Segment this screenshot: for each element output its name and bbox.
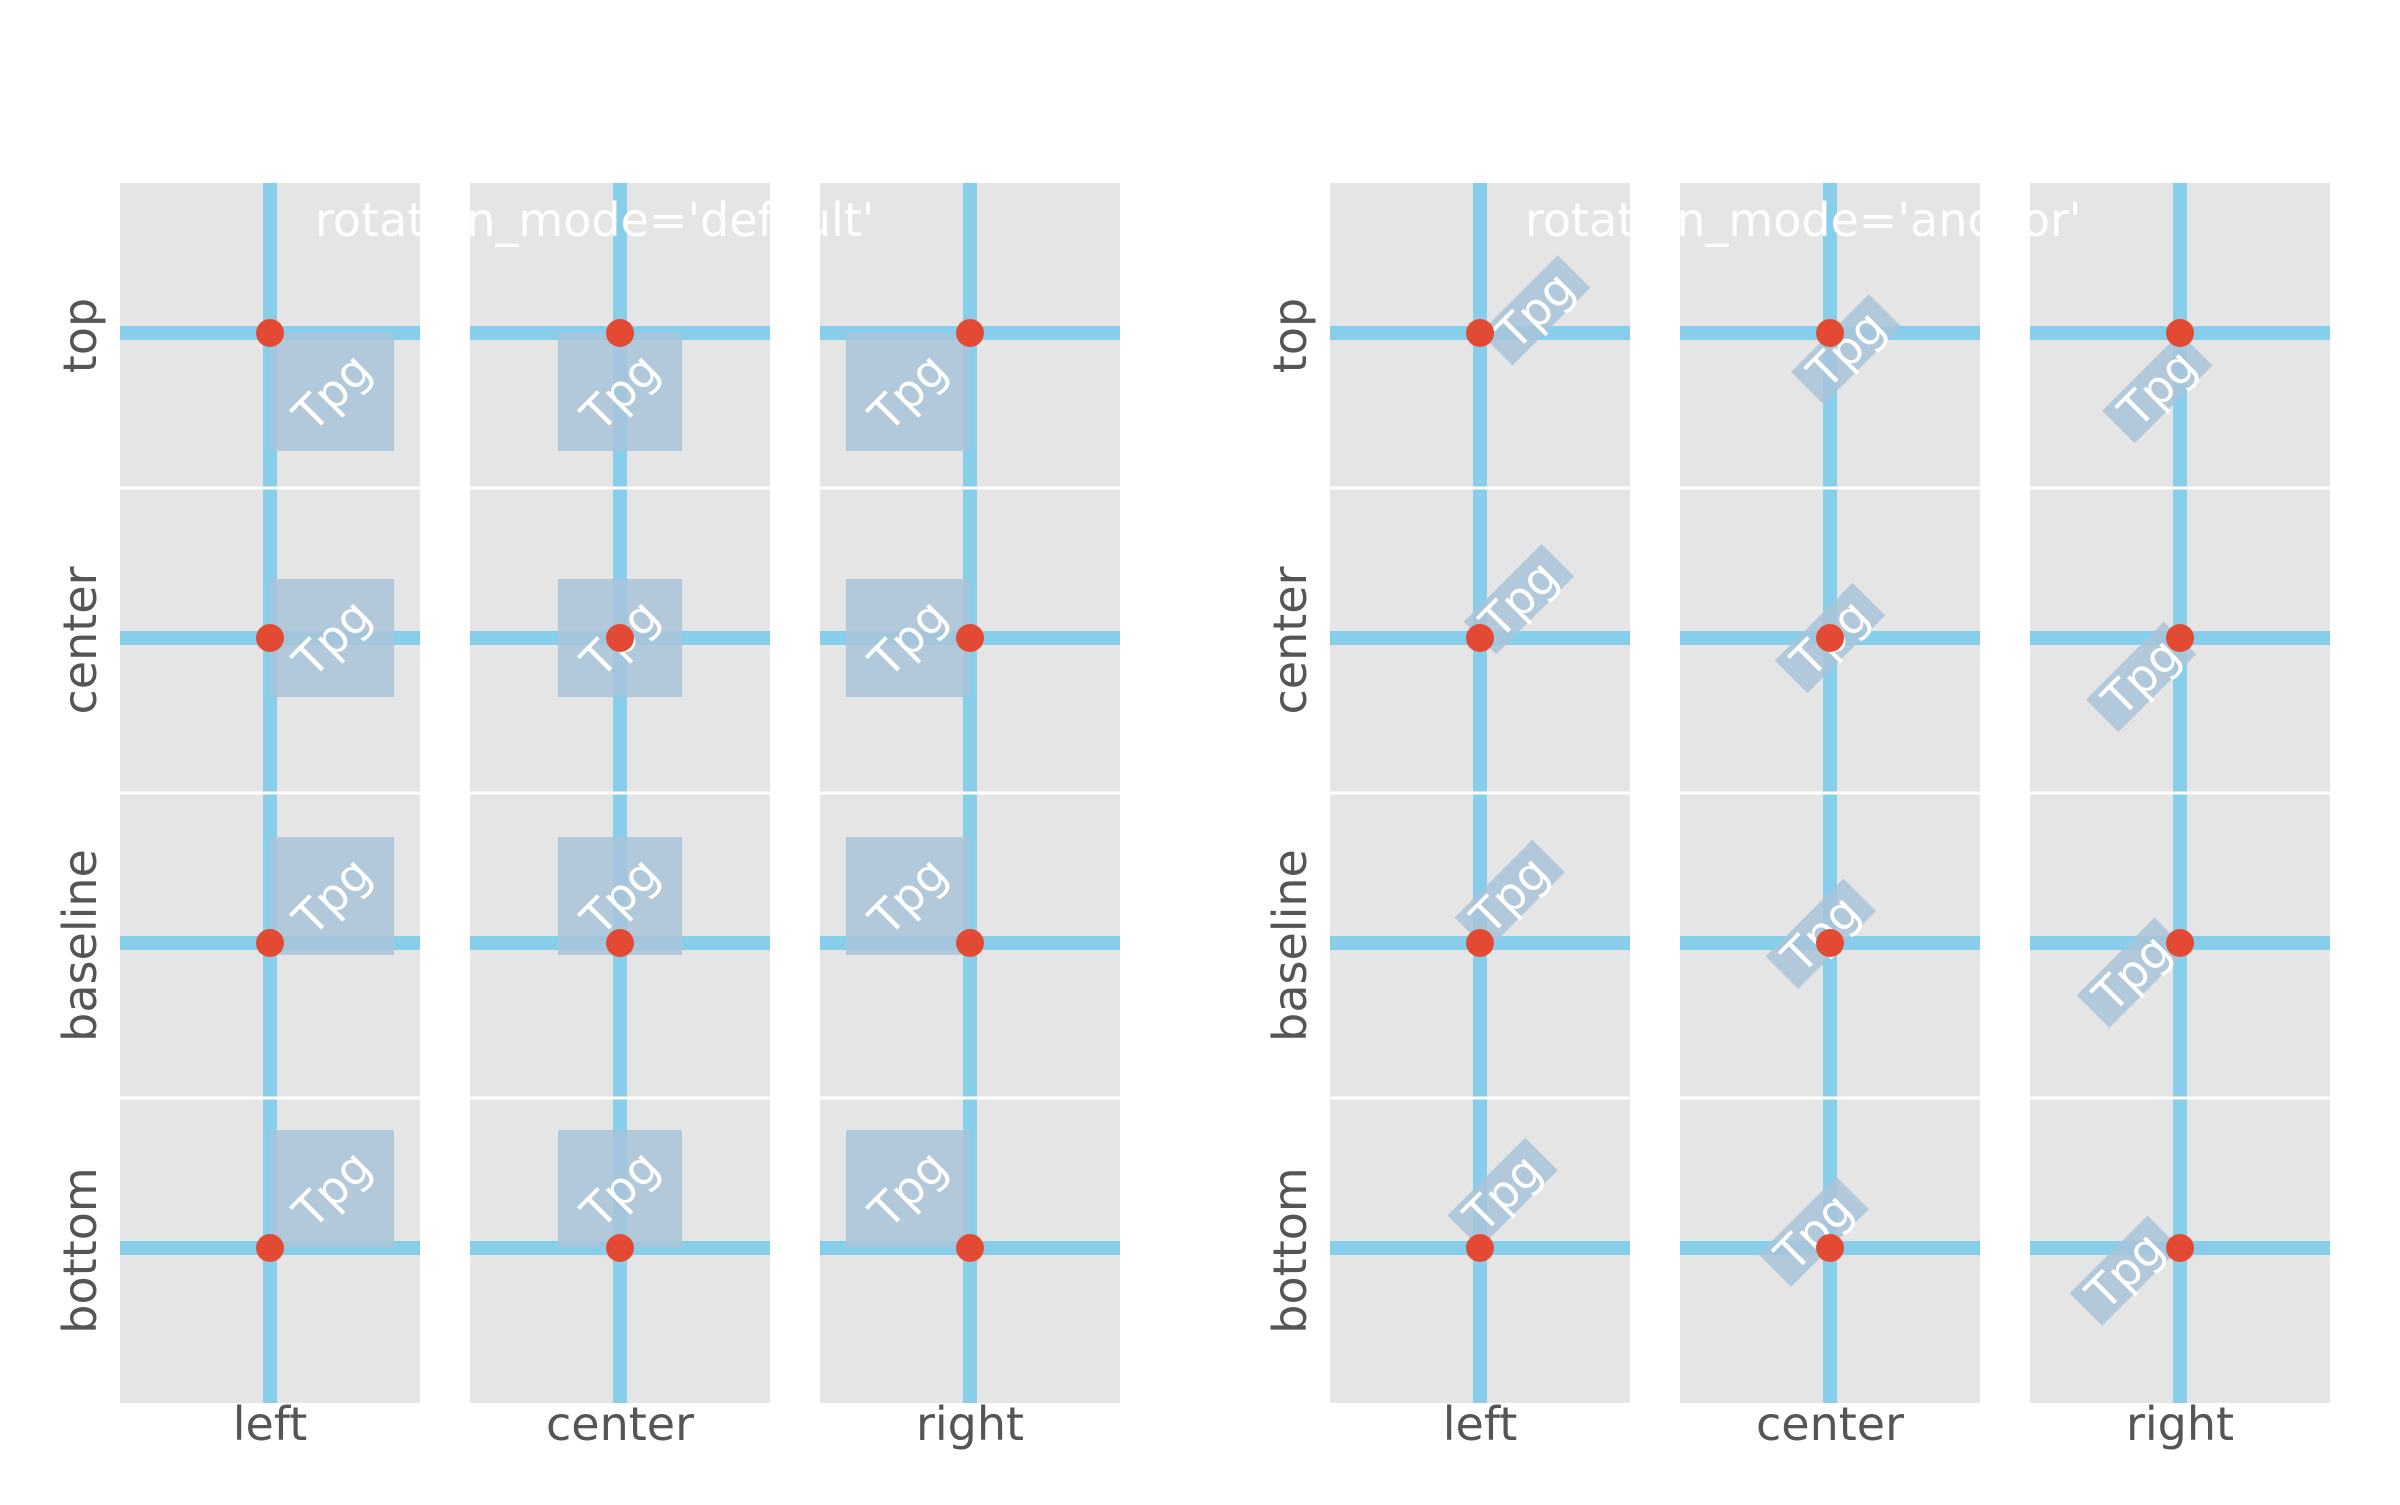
- panel-title: rotation_mode='anchor': [1525, 193, 2082, 247]
- row-label: center: [53, 566, 107, 714]
- anchor-point: [606, 1234, 634, 1262]
- column-label: left: [233, 1397, 308, 1451]
- text-bbox: [270, 579, 394, 697]
- text-bbox: [558, 1130, 682, 1248]
- text-bbox: [846, 333, 970, 451]
- row-label: baseline: [1263, 849, 1317, 1042]
- text-bbox: [2102, 333, 2213, 444]
- row-label: bottom: [53, 1167, 107, 1333]
- anchor-point: [1816, 929, 1844, 957]
- anchor-point: [1466, 929, 1494, 957]
- text-bbox: [1463, 543, 1575, 655]
- anchor-point: [956, 929, 984, 957]
- anchor-point: [1466, 624, 1494, 652]
- anchor-point: [256, 929, 284, 957]
- text-bbox: [846, 1130, 970, 1248]
- column-label: left: [1443, 1397, 1518, 1451]
- text-bbox: [1758, 1176, 1869, 1287]
- anchor-point: [256, 624, 284, 652]
- anchor-point: [956, 624, 984, 652]
- text-bbox: [1447, 1137, 1558, 1248]
- anchor-point: [2166, 319, 2194, 347]
- text-bbox: [270, 837, 394, 955]
- panel-title: rotation_mode='default': [315, 193, 875, 247]
- anchor-point: [956, 319, 984, 347]
- text-bbox: [1454, 839, 1565, 951]
- anchor-point: [256, 319, 284, 347]
- anchor-point: [1816, 624, 1844, 652]
- row-label: top: [53, 298, 107, 373]
- text-bbox: [1791, 294, 1902, 405]
- row-label: top: [1263, 298, 1317, 373]
- anchor-point: [2166, 929, 2194, 957]
- text-bbox: [270, 1130, 394, 1248]
- anchor-point: [256, 1234, 284, 1262]
- anchor-point: [1466, 1234, 1494, 1262]
- text-bbox: [2085, 621, 2197, 733]
- anchor-point: [606, 624, 634, 652]
- anchor-point: [1816, 1234, 1844, 1262]
- row-label: baseline: [53, 849, 107, 1042]
- text-bbox: [2069, 1215, 2181, 1326]
- column-label: center: [546, 1397, 694, 1451]
- text-bbox: [846, 579, 970, 697]
- anchor-point: [1816, 319, 1844, 347]
- rotated-text-group: Tpg: [1758, 1176, 1869, 1287]
- anchor-point: [2166, 624, 2194, 652]
- anchor-point: [956, 1234, 984, 1262]
- anchor-point: [1466, 319, 1494, 347]
- anchor-point: [606, 929, 634, 957]
- text-bbox: [846, 837, 970, 955]
- row-label: bottom: [1263, 1167, 1317, 1333]
- column-label: center: [1756, 1397, 1904, 1451]
- text-bbox: [558, 333, 682, 451]
- text-bbox: [2076, 917, 2188, 1028]
- text-bbox: [270, 333, 394, 451]
- column-label: right: [916, 1397, 1024, 1451]
- text-bbox: [1480, 255, 1591, 366]
- row-label: center: [1263, 566, 1317, 714]
- anchor-point: [2166, 1234, 2194, 1262]
- anchor-point: [606, 319, 634, 347]
- column-label: right: [2126, 1397, 2234, 1451]
